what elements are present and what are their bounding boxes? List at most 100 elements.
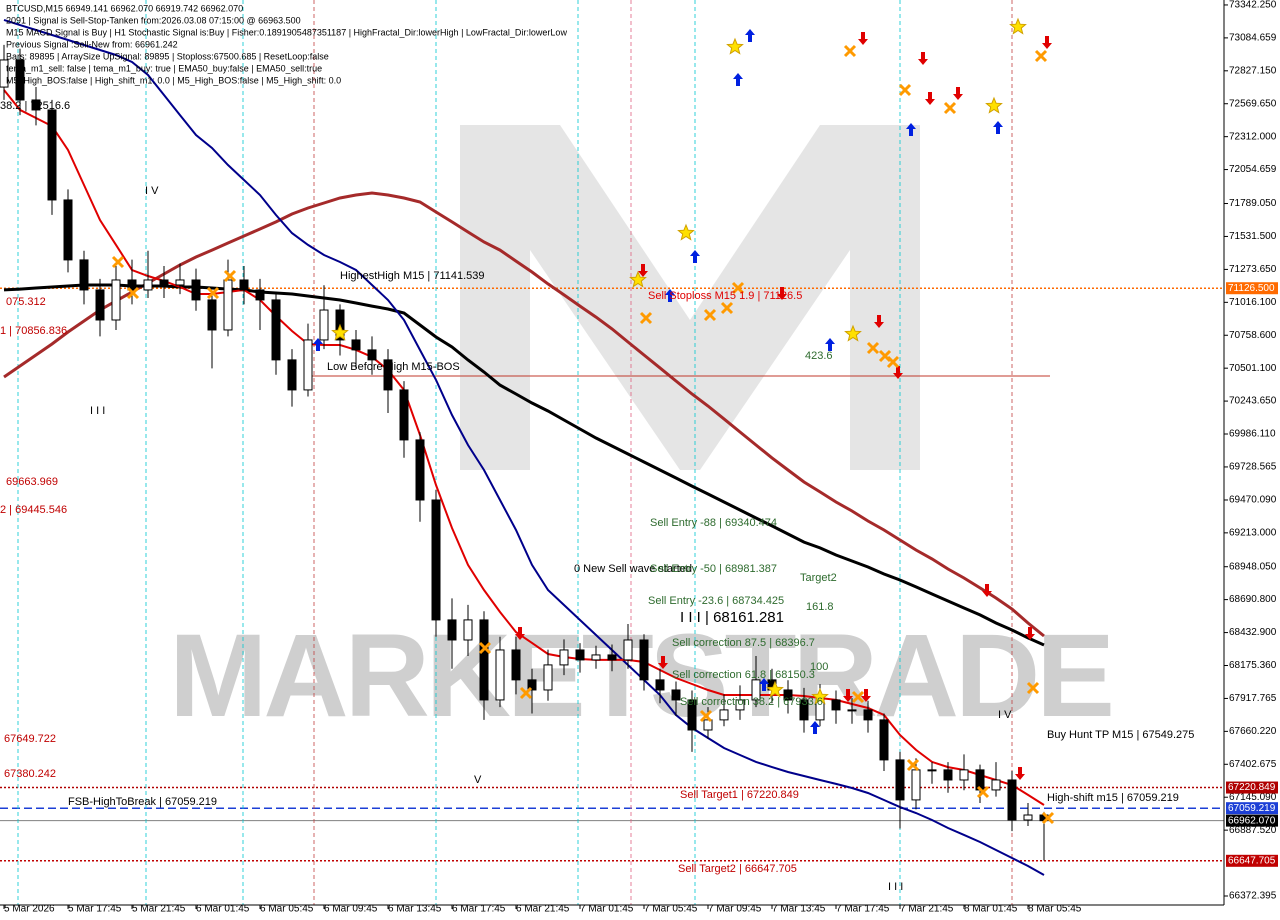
candle-body [271,299,281,361]
candle-body [543,664,553,691]
signal-star [811,687,829,705]
signal-cross [478,641,492,655]
chart-annotation: 38.2 | 72516.6 [0,100,70,112]
watermark-logo [460,125,920,470]
chart-annotation: 1 | 70856.836 [0,325,67,337]
candle-body [31,99,41,111]
y-tick-label: 66372.395 [1229,891,1277,902]
candle-body [831,699,841,711]
candle-body [671,689,681,701]
y-tick-label: 68690.800 [1229,594,1277,605]
signal-cross [886,355,900,369]
candle-body [479,619,489,701]
chart-annotation: FSB-HighToBreak | 67059.219 [68,796,217,808]
info-line: BTCUSD,M15 66949.141 66962.070 66919.742… [6,3,243,13]
chart-annotation: High-shift m15 | 67059.219 [1047,792,1179,804]
buy-arrow [825,338,835,351]
candle-body [223,279,233,331]
chart-annotation: Sell Target1 | 67220.849 [680,789,799,801]
candle-body [303,339,313,391]
chart-annotation: 69663.969 [6,476,58,488]
info-line: M15 MACD Signal is Buy | H1 Stochastic S… [6,27,567,37]
candle-body [175,279,185,286]
signal-cross [720,301,734,315]
x-tick-label: 7 Mar 17:45 [836,904,890,915]
signal-cross [206,286,220,300]
x-tick-label: 5 Mar 2026 [4,904,55,915]
candle-body [159,279,169,286]
x-tick-label: 7 Mar 21:45 [900,904,954,915]
candle-body [255,289,265,301]
candle-body [367,349,377,361]
buy-arrow [993,121,1003,134]
y-tick-label: 67660.220 [1229,726,1277,737]
price-level-label: 71126.500 [1228,283,1275,294]
signal-cross [703,308,717,322]
y-tick-label: 69213.000 [1229,527,1277,538]
candle-body [703,719,713,731]
price-level-box [1226,802,1278,815]
signal-cross [943,101,957,115]
y-tick-label: 73342.250 [1229,0,1277,11]
chart-annotation: Sell Entry -88 | 69340.474 [650,517,777,529]
chart-annotation: Sell correction 61.8 | 68150.3 [672,669,815,681]
y-tick-label: 72827.150 [1229,65,1277,76]
y-tick-label: 69728.565 [1229,462,1277,473]
candle-body [527,679,537,691]
moving-average [3,18,1045,876]
candle-body [143,279,153,291]
chart-annotation: Buy Hunt TP M15 | 67549.275 [1047,729,1194,741]
candle-body [447,619,457,641]
candle-body [319,309,329,341]
signal-cross [519,686,533,700]
signal-cross [699,709,713,723]
candle-body [47,109,57,201]
sell-arrow [982,584,992,597]
info-line: tema_m1_sell: false | tema_m1_buy: true … [6,63,322,73]
candle-body [719,709,729,721]
chart-annotation: 0 New Sell wave started [574,563,692,575]
y-tick-label: 67402.675 [1229,759,1277,770]
x-tick-label: 8 Mar 01:45 [964,904,1018,915]
sell-arrow [1025,627,1035,640]
sell-arrow [1015,767,1025,780]
candle-body [0,59,9,88]
candle-body [879,719,889,761]
sell-arrow [658,656,668,669]
buy-arrow [906,123,916,136]
signal-star [766,680,784,698]
signal-cross [1034,49,1048,63]
sell-arrow [777,287,787,300]
sell-arrow [874,315,884,328]
signal-cross [1026,681,1040,695]
buy-arrow [745,29,755,42]
candle-body [735,699,745,711]
candle-body [495,649,505,701]
y-tick-label: 70501.100 [1229,363,1277,374]
candle-body [799,699,809,721]
y-tick-label: 66887.520 [1229,825,1277,836]
candle-body [607,654,617,661]
candle-body [783,689,793,701]
signal-star [331,323,349,341]
buy-arrow [665,289,675,302]
candle-body [63,199,73,261]
x-tick-label: 6 Mar 09:45 [324,904,378,915]
y-tick-label: 72569.650 [1229,98,1277,109]
y-tick-label: 71789.050 [1229,198,1277,209]
chart-annotation: I I I | 68161.281 [680,609,784,626]
chart-annotation: I V [145,185,159,197]
candle-body [1023,814,1033,821]
signal-cross [639,311,653,325]
chart-annotation: 161.8 [806,601,834,613]
candle-body [591,654,601,661]
candle-body [95,289,105,321]
price-level-label: 66962.070 [1228,815,1276,826]
info-line: Previous Signal :Sell-New from: 66961.24… [6,39,178,49]
chart-annotation: Sell Stoploss M15 1.9 | 71126.5 [648,290,802,302]
candle-body [1007,779,1017,821]
candle-body [751,679,761,701]
candle-body [895,759,905,801]
signal-star [1009,17,1027,35]
chart-annotation: 100 [810,661,828,673]
